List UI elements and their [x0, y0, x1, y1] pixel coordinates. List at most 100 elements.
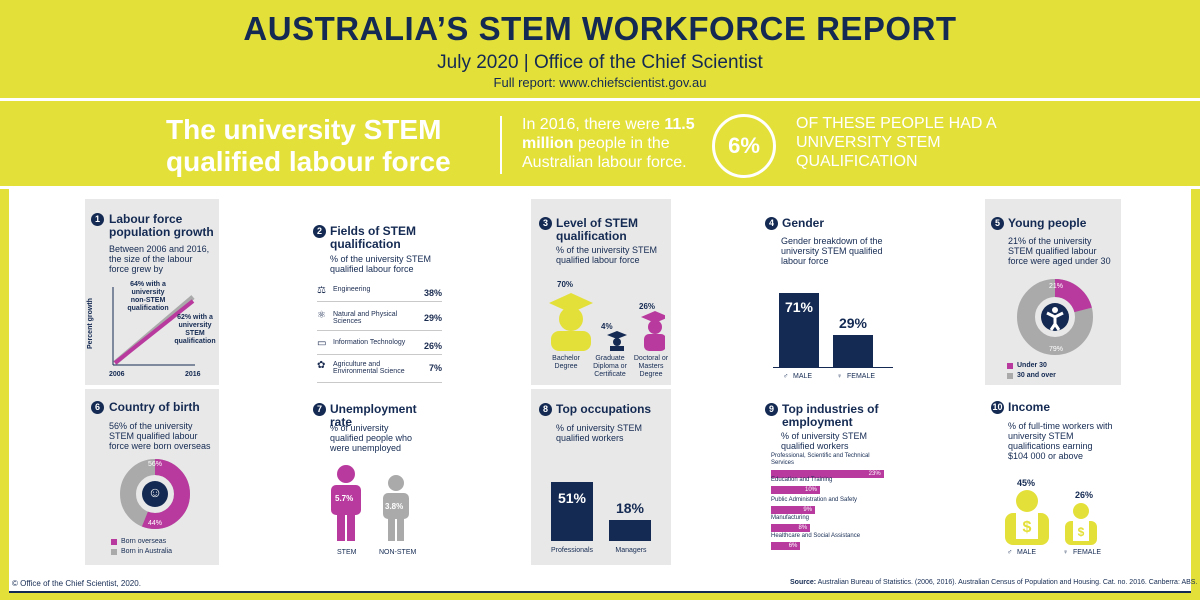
panel-title: Gender	[782, 216, 825, 230]
panel-title: Fields of STEM qualification	[330, 224, 417, 251]
legend-swatch	[1007, 363, 1013, 369]
legend-swatch	[1007, 373, 1013, 379]
overseas-pct: 56%	[148, 461, 163, 468]
female-icon: ♀	[837, 373, 843, 380]
panel-subtitle: % of full-time workers with university S…	[1008, 421, 1113, 461]
male-label: MALE	[793, 373, 813, 380]
panel-industries: 9 Top industries of employment % of univ…	[761, 389, 901, 565]
panel-number: 6	[91, 401, 104, 414]
field-row: ✿ Agriculture and Environmental Science …	[317, 359, 442, 383]
female-bar	[833, 335, 873, 367]
axis-line	[773, 367, 893, 368]
panel-subtitle: % of university STEM qualified workers	[556, 423, 643, 443]
field-row: ▭ Information Technology 26%	[317, 337, 442, 355]
svg-text:$: $	[1023, 519, 1032, 536]
panel-level: 3 Level of STEM qualification % of the u…	[531, 199, 671, 385]
industry-bar: 10%	[771, 486, 820, 494]
panel-subtitle: Between 2006 and 2016, the size of the l…	[109, 244, 210, 274]
australia-pct: 44%	[148, 520, 163, 527]
legend-overseas: Born overseas	[121, 538, 167, 545]
legend-australia: Born in Australia	[121, 548, 172, 555]
panel-title: Unemployment rate	[330, 402, 417, 429]
legend-swatch	[111, 539, 117, 545]
industry-bar: 8%	[771, 524, 811, 532]
report-url[interactable]: Full report: www.chiefscientist.gov.au	[493, 75, 707, 90]
divider	[0, 186, 1200, 189]
panel-title: Labour force population growth	[109, 212, 214, 239]
panel-title: Country of birth	[109, 400, 200, 414]
panel-gender: 4 Gender Gender breakdown of the univers…	[761, 199, 901, 385]
stem-label: 62% with a university STEM qualification	[174, 314, 216, 345]
field-row: ⚛ Natural and Physical Sciences 29%	[317, 309, 442, 331]
labour-force-total: 11.5 million	[522, 116, 695, 152]
income-people-icon: $ $	[1005, 490, 1097, 545]
panel-country-of-birth: 6 Country of birth 56% of the university…	[85, 389, 219, 565]
bachelor-label: Bachelor Degree	[552, 355, 580, 370]
nonstem-label: 64% with a university non-STEM qualifica…	[127, 281, 169, 312]
panel-number: 7	[313, 403, 326, 416]
industry-bar: 6%	[771, 542, 801, 550]
banner-right-text: OF THESE PEOPLE HAD A UNIVERSITY STEM QU…	[796, 115, 996, 170]
atom-icon: ⚛	[317, 310, 326, 321]
female-pct: 29%	[838, 315, 868, 332]
female-income-pct: 26%	[1075, 490, 1094, 500]
svg-text:$: $	[1078, 525, 1085, 539]
x-axis-start: 2006	[109, 371, 125, 378]
panel-subtitle: 56% of the university STEM qualified lab…	[109, 421, 211, 451]
compass-icon: ⚖	[317, 285, 326, 296]
occupation-label: Professionals	[550, 547, 594, 554]
overseas-arc	[120, 459, 190, 529]
panel-young-people: 5 Young people 21% of the university STE…	[985, 199, 1121, 385]
female-label: FEMALE	[847, 373, 876, 380]
over-30-pct: 79%	[1049, 346, 1064, 353]
male-icon: ♂	[783, 373, 789, 380]
legend-under-30: Under 30	[1017, 362, 1047, 369]
panel-number: 2	[313, 225, 326, 238]
female-label: FEMALE	[1073, 549, 1102, 556]
industry-label: Public Administration and Safety	[771, 497, 858, 503]
legend-swatch	[111, 549, 117, 555]
panel-occupations: 8 Top occupations % of university STEM q…	[531, 389, 671, 565]
panel-number: 5	[991, 217, 1004, 230]
occupation-pct: 51%	[557, 490, 587, 507]
plant-icon: ✿	[317, 360, 326, 371]
female-icon: ♀	[1063, 549, 1069, 556]
male-label: MALE	[1017, 549, 1037, 556]
occupation-pct: 18%	[615, 500, 645, 517]
male-pct: 71%	[784, 298, 814, 315]
occupation-label: Managers	[615, 547, 647, 554]
y-axis-label: Percent growth	[87, 298, 94, 349]
bachelor-pct: 70%	[557, 280, 574, 289]
baby-icon: ☺	[147, 484, 163, 500]
main-content: 1 Labour force population growth Between…	[9, 189, 1191, 593]
industry-label: Education and Training	[771, 477, 833, 483]
panel-fields: 2 Fields of STEM qualification % of the …	[299, 199, 443, 385]
panel-subtitle: % of university qualified people who wer…	[330, 423, 413, 453]
panel-number: 10	[991, 401, 1004, 414]
copyright: © Office of the Chief Scientist, 2020.	[12, 579, 141, 588]
date-line: July 2020 | Office of the Chief Scientis…	[437, 52, 763, 73]
stem-unemployment-pct: 5.7%	[335, 494, 354, 503]
panel-title: Level of STEM qualification	[556, 216, 639, 243]
source-note: Source: Australian Bureau of Statistics.…	[790, 579, 1198, 586]
panel-number: 9	[765, 403, 778, 416]
line-stem	[113, 299, 195, 365]
panel-title: Young people	[1008, 216, 1087, 230]
field-row: ⚖ Engineering 38%	[317, 284, 442, 302]
age-donut	[1017, 279, 1093, 355]
graduates-icon	[549, 293, 665, 351]
stem-label: STEM	[337, 549, 357, 556]
panel-title: Top industries of employment	[782, 402, 879, 429]
nonstem-unemployment-pct: 3.8%	[385, 502, 404, 511]
panel-number: 3	[539, 217, 552, 230]
graduate-pct: 4%	[601, 322, 613, 331]
doctoral-pct: 26%	[639, 302, 656, 311]
panel-subtitle: Gender breakdown of the university STEM …	[781, 236, 883, 266]
panel-subtitle: % of the university STEM qualified labou…	[330, 254, 432, 274]
computer-icon: ▭	[317, 338, 327, 349]
industry-label: Healthcare and Social Assistance	[771, 533, 861, 539]
panel-subtitle: % of the university STEM qualified labou…	[556, 245, 658, 265]
nonstem-person-icon	[383, 475, 409, 541]
banner-title: The university STEM qualified labour for…	[166, 114, 451, 177]
industry-label: Professional, Scientific and Technical S…	[771, 453, 870, 466]
